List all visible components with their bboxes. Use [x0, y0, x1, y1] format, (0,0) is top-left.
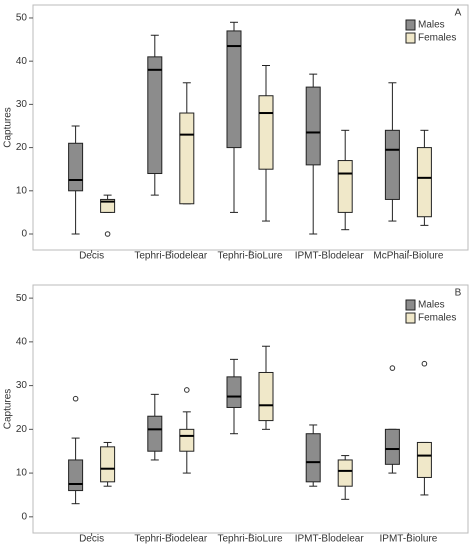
x-tick-label: Decis [79, 534, 104, 545]
box [337, 459, 353, 487]
box [416, 441, 432, 478]
legend-label: Females [418, 313, 456, 324]
box [226, 376, 242, 408]
box [258, 95, 274, 170]
box [305, 86, 321, 166]
box [68, 142, 84, 192]
y-tick-label: 30 [16, 99, 28, 110]
y-tick-label: 40 [16, 337, 28, 348]
outlier [389, 365, 396, 371]
box [179, 428, 195, 452]
box [147, 415, 163, 452]
y-axis-label: Captures [3, 107, 14, 148]
legend-swatch [405, 32, 416, 44]
outlier [421, 360, 428, 367]
box [147, 56, 163, 175]
y-tick-label: 50 [16, 13, 28, 24]
box [337, 160, 353, 213]
x-tick-label: Tephri-Biodelear [134, 534, 207, 545]
legend-label: Males [418, 300, 445, 311]
box [384, 428, 400, 465]
y-tick-label: 20 [16, 142, 28, 153]
legend-label: Females [418, 33, 456, 44]
outlier [184, 387, 190, 393]
x-tick-label: IPMT-Biodelear [295, 534, 365, 545]
panel-label: A [455, 8, 462, 19]
plot-frame [32, 284, 469, 534]
y-tick-label: 0 [21, 229, 27, 240]
y-tick-label: 0 [21, 511, 27, 522]
legend-label: Males [418, 20, 445, 31]
legend-swatch [405, 312, 416, 324]
box [305, 433, 321, 483]
box [416, 147, 432, 218]
box [179, 112, 195, 205]
x-tick-label: Tephri-Biodelear [134, 251, 207, 262]
y-tick-label: 40 [16, 56, 28, 67]
outlier [104, 231, 111, 237]
outlier [72, 395, 79, 402]
x-tick-label: Tephri-BioLure [217, 251, 282, 262]
x-tick-label: IPMT-Biodelear [295, 251, 365, 262]
box [100, 446, 116, 483]
y-tick-label: 20 [16, 424, 28, 435]
x-tick-label: IPMT-Biolure [380, 534, 438, 545]
plot-frame [32, 4, 469, 251]
legend-swatch [405, 299, 416, 311]
y-tick-label: 10 [16, 185, 28, 196]
y-axis-label: Captures [3, 389, 14, 430]
x-tick-label: Tephri-BioLure [217, 534, 282, 545]
x-tick-label: Decis [79, 251, 104, 262]
y-tick-label: 10 [16, 468, 28, 479]
box [68, 459, 84, 492]
x-tick-label: McPhail-Biolure [373, 251, 443, 262]
box [226, 30, 242, 149]
panel-label: B [455, 288, 462, 299]
box [258, 371, 274, 422]
y-tick-label: 50 [16, 293, 28, 304]
legend-swatch [405, 19, 416, 31]
box [384, 129, 400, 200]
y-tick-label: 30 [16, 380, 28, 391]
box [100, 198, 116, 213]
